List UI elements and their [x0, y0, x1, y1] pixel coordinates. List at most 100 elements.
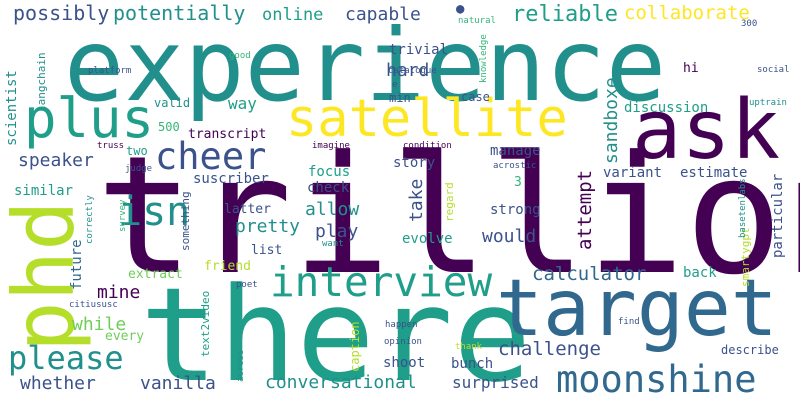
- word-300: 300: [741, 19, 758, 29]
- word-similar: similar: [14, 183, 74, 199]
- word-every: every: [105, 329, 145, 344]
- word-cheer: cheer: [155, 135, 267, 178]
- word-take: take: [406, 178, 427, 222]
- word-please: please: [8, 339, 124, 377]
- word-satellite: satellite: [286, 89, 568, 149]
- word-ask: ask: [632, 83, 781, 178]
- word-conversational: conversational: [265, 372, 417, 393]
- dot-mark: ●: [456, 1, 465, 17]
- word-extract: extract: [128, 267, 183, 282]
- word-langchain: langchain: [35, 52, 48, 112]
- word-mine: mine: [97, 282, 141, 303]
- word-correctly: correctly: [85, 195, 95, 244]
- word-catalogue: catalogue: [388, 66, 437, 76]
- word-sandboxe: sandboxe: [601, 77, 622, 164]
- word-story: story: [393, 155, 436, 171]
- word-bunch: bunch: [451, 356, 494, 372]
- word-min: min: [389, 91, 411, 105]
- word-condition: condition: [403, 141, 452, 151]
- word-isn: isn: [118, 189, 191, 235]
- word-moonshine: moonshine: [556, 358, 757, 400]
- word-vanilla: vanilla: [140, 373, 216, 394]
- word-friend: friend: [204, 259, 251, 274]
- word-particular: particular: [770, 173, 786, 258]
- word-text2video: text2video: [199, 290, 212, 357]
- word-across: across: [236, 349, 246, 382]
- word-trillion: trillion: [96, 122, 800, 311]
- word-discussion: discussion: [624, 100, 709, 116]
- word-e: e: [392, 80, 398, 90]
- word-opinion: opinion: [384, 337, 422, 347]
- word-case: case: [461, 90, 490, 104]
- word-target: target: [496, 264, 778, 354]
- word-potentially: potentially: [113, 1, 246, 25]
- word-platform: platform: [88, 66, 132, 76]
- word-social: social: [757, 65, 790, 75]
- word-regard: regard: [443, 182, 456, 222]
- word-challenge: challenge: [498, 338, 601, 360]
- word-caption: caption: [348, 321, 362, 372]
- word-want: want: [322, 239, 344, 249]
- word-attempt: attempt: [574, 169, 596, 250]
- word-future: future: [69, 239, 85, 290]
- word-reliable: reliable: [512, 2, 618, 27]
- word-focus: focus: [308, 164, 351, 180]
- word-interview: interview: [270, 258, 493, 306]
- word-speaker: speaker: [18, 150, 94, 171]
- word-evolve: evolve: [402, 231, 453, 247]
- word-collaborate: collaborate: [624, 2, 750, 24]
- word-there: there: [140, 259, 532, 400]
- word-play: play: [315, 221, 359, 242]
- word-experience: experience: [64, 7, 667, 124]
- word-3: 3: [514, 175, 522, 190]
- word-valid: valid: [154, 96, 191, 110]
- word-uptrain: uptrain: [749, 98, 787, 108]
- word-shoot: shoot: [383, 355, 426, 371]
- word-find: find: [618, 317, 640, 327]
- word-calculator: calculator: [532, 263, 647, 285]
- word-thank: thank: [455, 342, 483, 352]
- word-back: back: [683, 265, 717, 281]
- word-imagine: imagine: [312, 141, 350, 151]
- word-describe: describe: [721, 343, 779, 357]
- word-judge: judge: [125, 164, 153, 174]
- word-good: good: [229, 51, 251, 61]
- word-citiususc: citiususc: [69, 300, 118, 310]
- word-list: list: [251, 243, 283, 258]
- word-something: something: [179, 191, 192, 251]
- word-strong: strong: [490, 202, 541, 218]
- word-poet: poet: [236, 280, 258, 290]
- word-plus: plus: [24, 87, 155, 150]
- word-truss: truss: [97, 141, 125, 151]
- word-happen: happen: [385, 320, 418, 330]
- word-capable: capable: [345, 4, 421, 25]
- word-latter: latter: [224, 202, 271, 217]
- word-hi: hi: [683, 61, 699, 76]
- word-check: check: [307, 180, 350, 196]
- word-possibly: possibly: [13, 1, 110, 25]
- word-surprised: surprised: [452, 373, 539, 392]
- word-hard: hard: [386, 60, 430, 81]
- word-suscriber: suscriber: [193, 171, 269, 187]
- word-transcript: transcript: [188, 127, 267, 142]
- word-two: two: [126, 144, 148, 158]
- word-trivial: trivial: [389, 42, 449, 58]
- word-manage: manage: [490, 143, 541, 159]
- word-online: online: [262, 5, 324, 25]
- word-basetenlabs: basetenlabs: [738, 178, 748, 238]
- word-knowledge: knowledge: [479, 34, 489, 83]
- word-survey: survey: [118, 199, 128, 232]
- word-variant: variant: [603, 165, 663, 181]
- word-would: would: [482, 226, 537, 247]
- word-natural: natural: [458, 16, 496, 26]
- word-500: 500: [158, 120, 180, 134]
- word-allow: allow: [305, 199, 360, 220]
- word-way: way: [228, 94, 257, 113]
- word-estimate: estimate: [680, 165, 748, 181]
- word-acrostic: acrostic: [493, 161, 537, 171]
- word-while: while: [72, 314, 127, 335]
- word-whether: whether: [20, 373, 96, 394]
- word-scientist: scientist: [4, 70, 20, 146]
- word-pretty: pretty: [235, 216, 301, 237]
